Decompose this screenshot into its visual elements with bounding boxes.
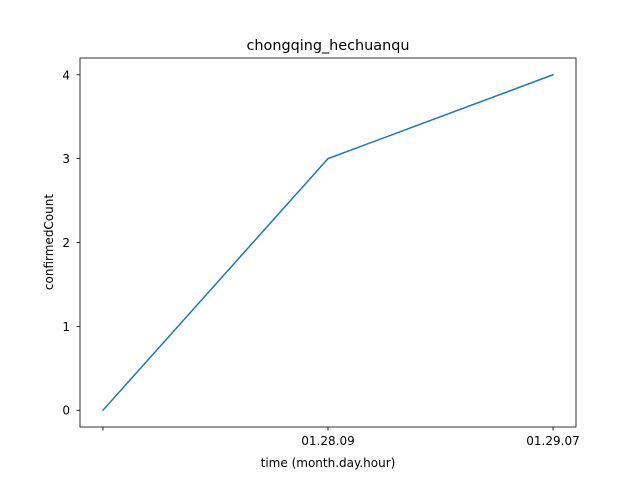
chart-title: chongqing_hechuanqu — [247, 38, 410, 54]
y-axis-label: confirmedCount — [42, 194, 56, 290]
y-axis-ticks: 0 1 2 3 4 — [62, 68, 80, 418]
x-tick-label: 01.29.07 — [526, 434, 579, 448]
x-tick-label: 01.28.09 — [301, 434, 354, 448]
y-tick-label: 1 — [62, 320, 70, 334]
y-tick-label: 4 — [62, 68, 70, 82]
y-tick-label: 2 — [62, 236, 70, 250]
x-axis-ticks: 01.28.09 01.29.07 — [102, 427, 580, 448]
y-tick-label: 0 — [62, 404, 70, 418]
series-line-0 — [101, 73, 554, 412]
y-tick-label: 3 — [62, 152, 70, 166]
x-axis-label: time (month.day.hour) — [261, 456, 396, 470]
